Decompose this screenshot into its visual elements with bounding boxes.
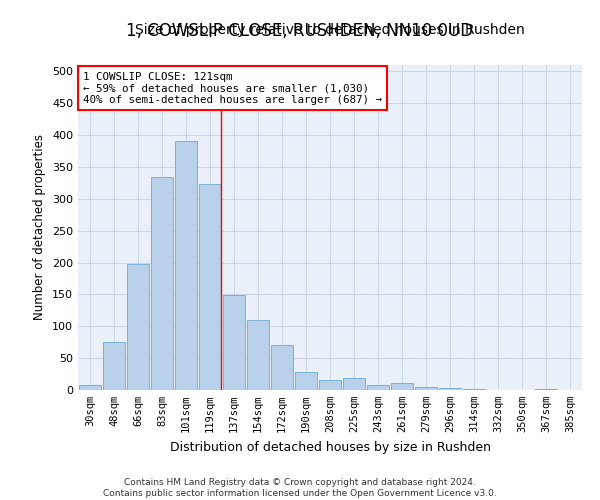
Bar	[391, 383, 413, 390]
Bar	[127, 264, 149, 390]
Bar	[247, 320, 269, 390]
Bar	[295, 372, 317, 390]
Bar	[415, 388, 437, 390]
Bar	[151, 177, 173, 390]
Bar	[439, 388, 461, 390]
Text: 1 COWSLIP CLOSE: 121sqm
← 59% of detached houses are smaller (1,030)
40% of semi: 1 COWSLIP CLOSE: 121sqm ← 59% of detache…	[83, 72, 382, 104]
Bar	[103, 342, 125, 390]
Bar	[367, 385, 389, 390]
Bar	[175, 142, 197, 390]
Bar	[271, 345, 293, 390]
X-axis label: Distribution of detached houses by size in Rushden: Distribution of detached houses by size …	[170, 440, 491, 454]
Title: Size of property relative to detached houses in Rushden: Size of property relative to detached ho…	[135, 24, 525, 38]
Bar	[319, 380, 341, 390]
Bar	[79, 385, 101, 390]
Bar	[199, 184, 221, 390]
Text: Contains HM Land Registry data © Crown copyright and database right 2024.
Contai: Contains HM Land Registry data © Crown c…	[103, 478, 497, 498]
Text: 1, COWSLIP CLOSE, RUSHDEN, NN10 0UD: 1, COWSLIP CLOSE, RUSHDEN, NN10 0UD	[127, 22, 473, 40]
Bar	[223, 295, 245, 390]
Y-axis label: Number of detached properties: Number of detached properties	[34, 134, 46, 320]
Bar	[343, 378, 365, 390]
